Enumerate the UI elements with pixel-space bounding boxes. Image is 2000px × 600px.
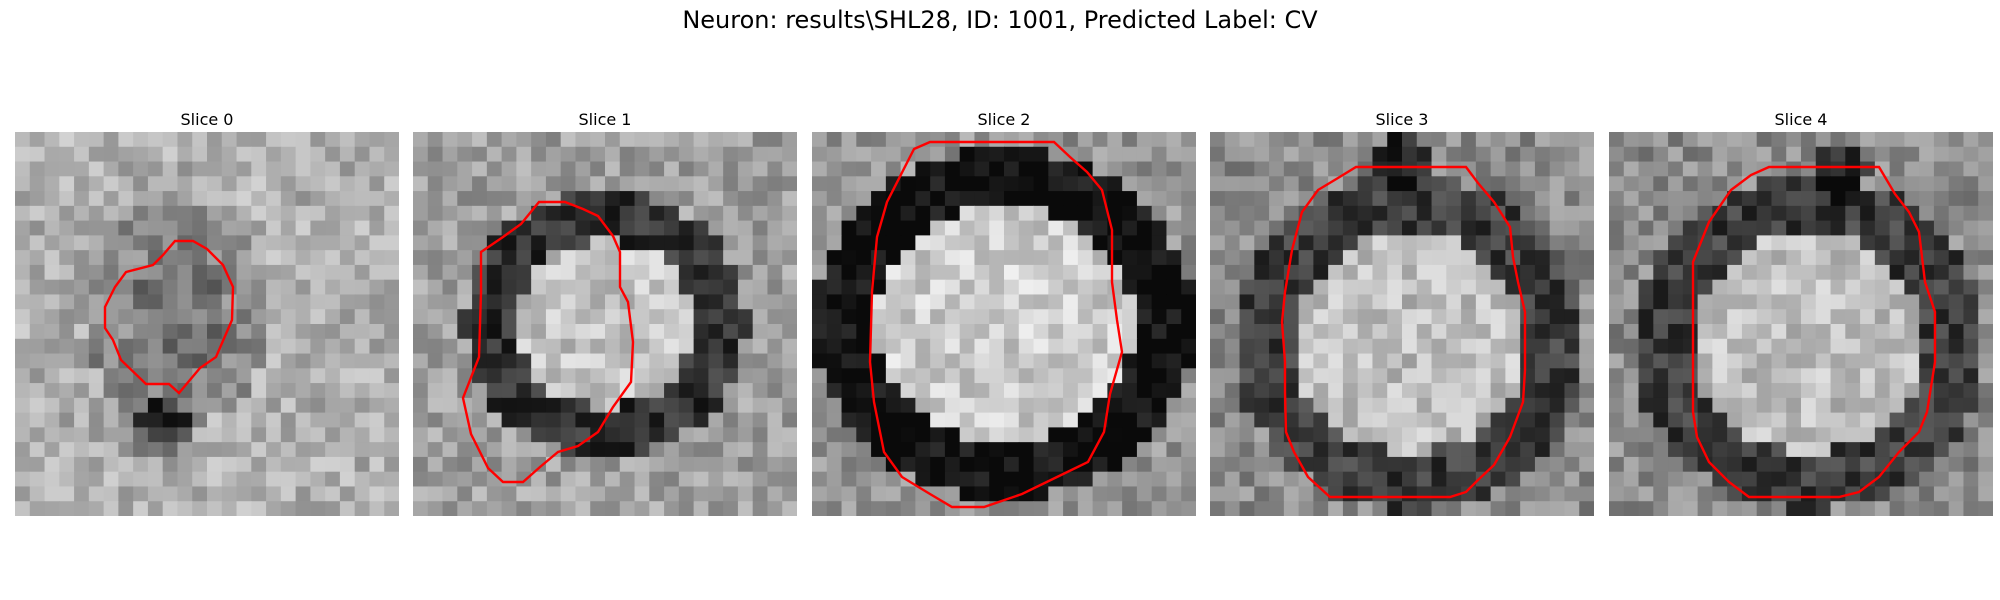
slice-title: Slice 0: [180, 110, 234, 129]
micrograph-pixels: [15, 132, 399, 516]
micrograph-pixels: [413, 132, 797, 516]
slice-panel-4: Slice 4: [1609, 108, 1993, 516]
slice-title: Slice 2: [977, 110, 1031, 129]
slice-panel-1: Slice 1: [413, 108, 797, 516]
slice-image: [15, 132, 399, 516]
contour-outline: [103, 239, 235, 395]
micrograph-pixels: [1609, 132, 1993, 516]
slice-1-svg: [413, 132, 797, 516]
contour-outline: [1280, 165, 1527, 499]
contour-outline: [1691, 165, 1937, 499]
slice-panel-3: Slice 3: [1210, 108, 1594, 516]
micrograph-pixels: [812, 132, 1196, 516]
slice-2-svg: [812, 132, 1196, 516]
slice-image: [1210, 132, 1594, 516]
slice-title: Slice 1: [578, 110, 632, 129]
slice-4-svg: [1609, 132, 1993, 516]
contour-outline: [461, 200, 635, 484]
slice-image: [812, 132, 1196, 516]
slice-image: [413, 132, 797, 516]
slice-3-svg: [1210, 132, 1594, 516]
slice-image: [1609, 132, 1993, 516]
figure-title: Neuron: results\SHL28, ID: 1001, Predict…: [682, 6, 1318, 34]
slice-0-svg: [15, 132, 399, 516]
slice-panel-0: Slice 0: [15, 108, 399, 516]
slice-panel-2: Slice 2: [812, 108, 1196, 516]
contour-outline: [868, 140, 1124, 509]
micrograph-pixels: [1210, 132, 1594, 516]
slice-title: Slice 3: [1375, 110, 1429, 129]
slice-title: Slice 4: [1774, 110, 1828, 129]
